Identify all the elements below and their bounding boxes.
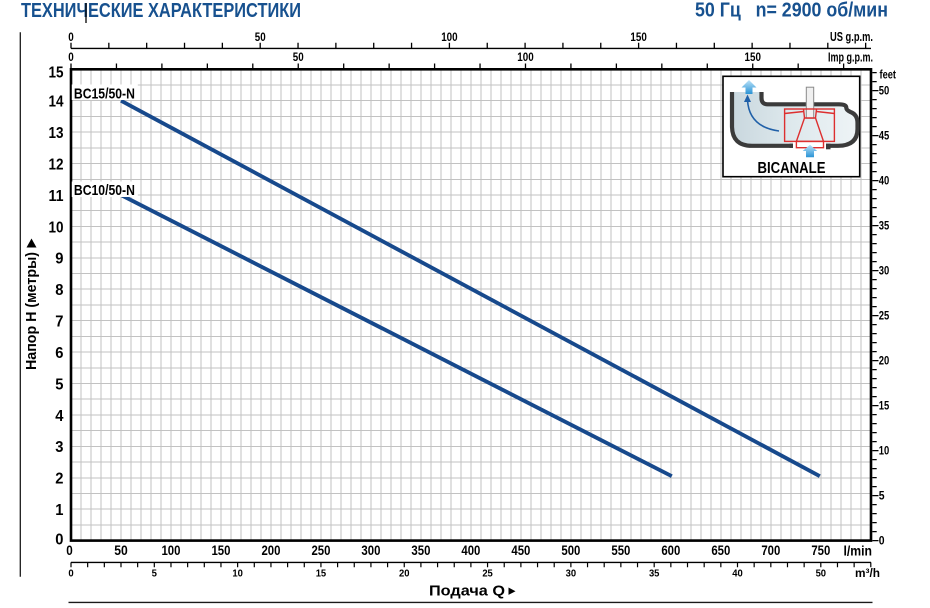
svg-text:BC15/50-N: BC15/50-N <box>74 85 135 102</box>
svg-text:150: 150 <box>211 542 230 558</box>
svg-text:50 Гц n= 2900 об/мин: 50 Гц n= 2900 об/мин <box>695 0 888 21</box>
svg-text:5: 5 <box>879 491 885 503</box>
svg-text:6: 6 <box>55 345 63 362</box>
svg-text:100: 100 <box>517 50 534 64</box>
svg-text:10: 10 <box>879 446 890 458</box>
svg-text:20: 20 <box>399 568 410 580</box>
svg-text:300: 300 <box>361 542 380 558</box>
svg-text:5: 5 <box>55 376 63 393</box>
svg-text:13: 13 <box>49 125 64 142</box>
svg-text:0: 0 <box>68 50 74 64</box>
svg-text:450: 450 <box>511 542 530 558</box>
svg-text:600: 600 <box>661 542 680 558</box>
svg-text:m³/h: m³/h <box>855 566 880 580</box>
svg-text:BC10/50-N: BC10/50-N <box>74 182 135 199</box>
svg-text:400: 400 <box>461 542 480 558</box>
svg-text:14: 14 <box>49 94 64 111</box>
svg-text:750: 750 <box>811 542 830 558</box>
svg-text:650: 650 <box>711 542 730 558</box>
svg-text:0: 0 <box>879 536 885 548</box>
svg-text:100: 100 <box>161 542 180 558</box>
svg-text:12: 12 <box>49 156 64 173</box>
svg-text:30: 30 <box>566 568 577 580</box>
svg-text:BICANALE: BICANALE <box>758 160 826 177</box>
svg-text:15: 15 <box>49 65 64 82</box>
svg-text:20: 20 <box>879 356 890 368</box>
svg-text:350: 350 <box>411 542 430 558</box>
svg-text:30: 30 <box>879 266 890 278</box>
svg-text:25: 25 <box>879 311 890 323</box>
svg-text:50: 50 <box>255 30 266 44</box>
svg-text:35: 35 <box>879 221 890 233</box>
svg-text:50: 50 <box>816 568 827 580</box>
svg-text:50: 50 <box>114 542 128 558</box>
svg-text:200: 200 <box>261 542 280 558</box>
svg-text:1: 1 <box>55 502 63 519</box>
svg-text:US g.p.m.: US g.p.m. <box>830 30 873 44</box>
svg-text:100: 100 <box>441 30 458 44</box>
svg-text:7: 7 <box>55 314 63 331</box>
svg-text:45: 45 <box>879 131 890 143</box>
svg-text:550: 550 <box>611 542 630 558</box>
svg-text:0: 0 <box>66 542 73 558</box>
svg-text:0: 0 <box>55 532 63 549</box>
svg-text:l/min: l/min <box>844 543 873 559</box>
svg-text:5: 5 <box>152 568 157 580</box>
svg-text:Подача Q: Подача Q <box>429 583 505 600</box>
svg-text:35: 35 <box>649 568 660 580</box>
svg-text:feet: feet <box>880 70 897 82</box>
svg-text:150: 150 <box>630 30 647 44</box>
svg-text:250: 250 <box>311 542 330 558</box>
svg-text:10: 10 <box>232 568 243 580</box>
svg-text:4: 4 <box>55 408 63 425</box>
svg-text:40: 40 <box>732 568 743 580</box>
svg-text:9: 9 <box>55 251 63 268</box>
svg-text:10: 10 <box>49 219 64 236</box>
svg-text:8: 8 <box>55 282 63 299</box>
svg-text:11: 11 <box>49 188 64 205</box>
svg-text:700: 700 <box>761 542 780 558</box>
svg-text:50: 50 <box>879 86 890 98</box>
svg-text:Напор H (метры): Напор H (метры) <box>23 252 40 370</box>
svg-text:40: 40 <box>879 176 890 188</box>
svg-text:50: 50 <box>293 50 304 64</box>
svg-text:Imp g.p.m.: Imp g.p.m. <box>828 50 873 64</box>
svg-text:15: 15 <box>316 568 327 580</box>
svg-text:2: 2 <box>55 471 63 488</box>
svg-text:0: 0 <box>68 568 73 580</box>
svg-text:3: 3 <box>55 439 63 456</box>
svg-text:0: 0 <box>68 30 74 44</box>
svg-text:25: 25 <box>482 568 493 580</box>
svg-text:500: 500 <box>561 542 580 558</box>
svg-text:15: 15 <box>879 401 890 413</box>
svg-text:150: 150 <box>745 50 762 64</box>
svg-text:ТЕХНИЧЕСКИЕ ХАРАКТЕРИСТИКИ: ТЕХНИЧЕСКИЕ ХАРАКТЕРИСТИКИ <box>21 0 301 22</box>
